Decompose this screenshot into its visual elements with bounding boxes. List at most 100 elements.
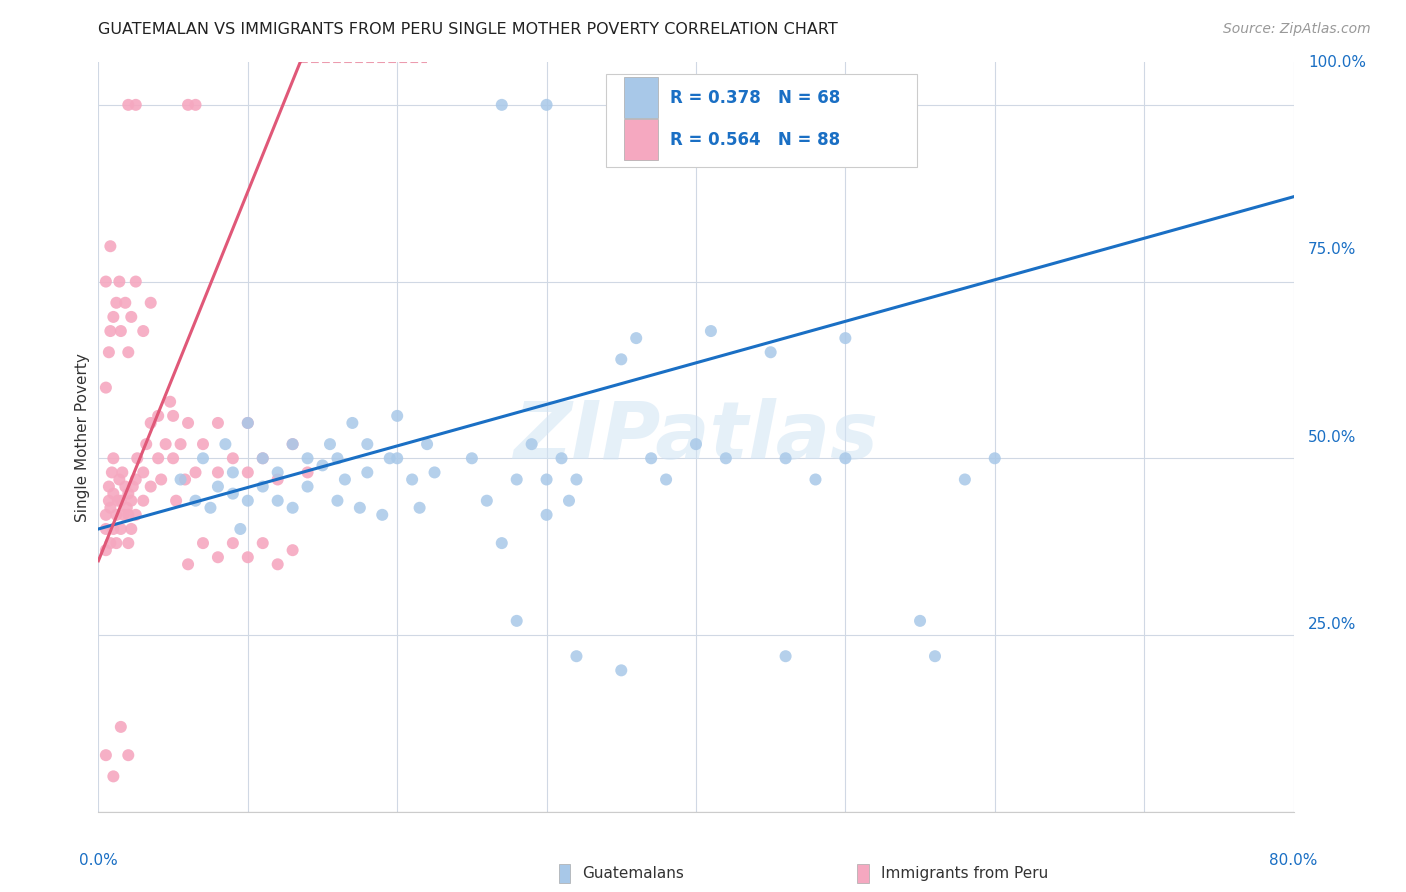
Point <box>281 500 304 515</box>
Point <box>565 649 588 664</box>
Point <box>191 437 214 451</box>
Point <box>610 352 633 367</box>
Point <box>834 451 856 466</box>
Point <box>125 98 148 112</box>
Text: 100.0%: 100.0% <box>1308 55 1365 70</box>
Point <box>333 473 356 487</box>
Point <box>834 331 856 345</box>
Point <box>162 451 184 466</box>
Point <box>117 486 139 500</box>
Point <box>267 558 290 572</box>
Point <box>132 324 155 338</box>
Point <box>214 437 236 451</box>
Point <box>326 493 349 508</box>
Point <box>101 466 124 480</box>
Point <box>117 345 139 359</box>
Bar <box>858 863 869 882</box>
Point <box>640 451 662 466</box>
Point <box>252 479 274 493</box>
Point <box>169 473 191 487</box>
Point <box>647 98 669 112</box>
Text: Guatemalans: Guatemalans <box>582 865 683 880</box>
Point <box>120 493 142 508</box>
Point <box>174 473 197 487</box>
Point <box>378 451 401 466</box>
Point <box>97 345 120 359</box>
Point <box>103 769 125 783</box>
Point <box>804 473 827 487</box>
Point <box>150 473 173 487</box>
Point <box>110 522 132 536</box>
Point <box>267 466 290 480</box>
Point <box>148 409 170 423</box>
Point <box>115 500 138 515</box>
Text: Source: ZipAtlas.com: Source: ZipAtlas.com <box>1223 22 1371 37</box>
Point <box>536 508 558 522</box>
Point <box>565 473 588 487</box>
Point <box>236 550 259 565</box>
Point <box>94 748 117 763</box>
Point <box>371 508 394 522</box>
Point <box>103 522 125 536</box>
Point <box>165 493 187 508</box>
Point <box>267 493 290 508</box>
Point <box>222 466 245 480</box>
Point <box>169 437 191 451</box>
Point <box>191 451 214 466</box>
Point <box>506 473 529 487</box>
Point <box>207 466 229 480</box>
Y-axis label: Single Mother Poverty: Single Mother Poverty <box>75 352 90 522</box>
Point <box>408 500 430 515</box>
Point <box>475 493 498 508</box>
Point <box>184 466 207 480</box>
Point <box>114 479 136 493</box>
Point <box>222 536 245 550</box>
Point <box>714 451 737 466</box>
Point <box>98 239 122 253</box>
Point <box>610 664 633 678</box>
Point <box>98 324 122 338</box>
Point <box>207 550 229 565</box>
Point <box>97 479 120 493</box>
Bar <box>624 77 658 119</box>
Point <box>356 466 378 480</box>
Point <box>120 310 142 324</box>
Point <box>132 493 155 508</box>
Point <box>117 508 139 522</box>
Point <box>558 493 581 508</box>
Point <box>125 508 148 522</box>
Point <box>297 479 319 493</box>
Point <box>491 98 513 112</box>
Point <box>281 437 304 451</box>
Point <box>98 536 122 550</box>
Point <box>311 458 333 473</box>
Point <box>121 479 143 493</box>
Point <box>281 437 304 451</box>
Text: R = 0.378   N = 68: R = 0.378 N = 68 <box>669 88 839 107</box>
Point <box>924 649 946 664</box>
Point <box>103 310 125 324</box>
Point <box>177 558 200 572</box>
Point <box>252 451 274 466</box>
Point <box>94 275 117 289</box>
Point <box>191 536 214 550</box>
Point <box>319 437 342 451</box>
Point <box>401 473 423 487</box>
Point <box>108 275 131 289</box>
Point <box>236 466 259 480</box>
Point <box>491 536 513 550</box>
Text: 75.0%: 75.0% <box>1308 243 1357 257</box>
Point <box>114 295 136 310</box>
Point <box>103 486 125 500</box>
Point <box>117 98 139 112</box>
Point <box>416 437 439 451</box>
Point <box>775 451 797 466</box>
Point <box>94 508 117 522</box>
Point <box>385 451 409 466</box>
Text: 80.0%: 80.0% <box>1270 853 1317 868</box>
Point <box>550 451 572 466</box>
Point <box>98 500 122 515</box>
Point <box>105 295 128 310</box>
Point <box>267 473 290 487</box>
Point <box>103 451 125 466</box>
